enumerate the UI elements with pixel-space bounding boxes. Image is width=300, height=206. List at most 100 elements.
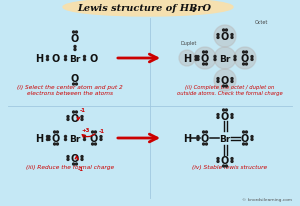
Circle shape	[202, 143, 205, 145]
Text: O: O	[71, 34, 79, 44]
Circle shape	[243, 143, 244, 145]
Text: Br: Br	[219, 54, 231, 63]
Circle shape	[206, 52, 207, 54]
Circle shape	[234, 48, 256, 70]
Circle shape	[245, 143, 247, 145]
Text: O: O	[221, 32, 229, 42]
Circle shape	[81, 156, 83, 158]
Circle shape	[75, 163, 77, 165]
Circle shape	[197, 139, 199, 141]
Circle shape	[231, 78, 233, 80]
Circle shape	[206, 131, 207, 133]
Circle shape	[195, 59, 197, 61]
Circle shape	[74, 46, 76, 48]
Text: Octet: Octet	[254, 20, 268, 25]
Text: Br: Br	[69, 54, 81, 63]
Circle shape	[46, 59, 49, 61]
Text: Lewis structure of HBrO: Lewis structure of HBrO	[77, 4, 211, 12]
Circle shape	[202, 52, 205, 54]
Circle shape	[73, 84, 75, 85]
Circle shape	[64, 136, 67, 138]
Text: O: O	[52, 133, 60, 143]
Circle shape	[197, 59, 199, 61]
Text: O: O	[71, 153, 79, 163]
Text: (iii) Reduce the formal charge: (iii) Reduce the formal charge	[26, 164, 114, 169]
Text: O: O	[241, 54, 249, 64]
Circle shape	[231, 117, 233, 119]
Circle shape	[231, 114, 233, 116]
Text: O: O	[201, 133, 209, 143]
Circle shape	[56, 143, 58, 145]
Circle shape	[74, 49, 76, 51]
Circle shape	[100, 139, 102, 141]
Text: (ii) Complete the octet / duplet on
outside atoms. Check the formal charge: (ii) Complete the octet / duplet on outs…	[177, 85, 283, 95]
Circle shape	[83, 139, 85, 141]
Circle shape	[75, 111, 77, 114]
Circle shape	[73, 163, 75, 165]
Circle shape	[217, 158, 219, 160]
Circle shape	[217, 78, 219, 80]
Text: (iv) Stable lewis structure: (iv) Stable lewis structure	[192, 164, 268, 169]
Circle shape	[179, 51, 195, 67]
Circle shape	[245, 52, 247, 54]
Circle shape	[214, 70, 236, 91]
Circle shape	[231, 37, 233, 39]
Circle shape	[217, 37, 219, 39]
Text: -1: -1	[78, 166, 84, 171]
Text: O: O	[71, 114, 79, 123]
Circle shape	[214, 26, 236, 48]
Text: O: O	[201, 54, 209, 64]
Text: O: O	[90, 133, 98, 143]
Circle shape	[251, 59, 253, 61]
Circle shape	[67, 119, 69, 121]
Circle shape	[94, 131, 96, 133]
Text: Br: Br	[219, 134, 231, 143]
Circle shape	[48, 139, 50, 141]
Circle shape	[214, 56, 216, 58]
Text: O: O	[90, 54, 98, 64]
Circle shape	[217, 117, 219, 119]
Circle shape	[231, 161, 233, 163]
Circle shape	[206, 143, 207, 145]
Circle shape	[67, 116, 69, 118]
Circle shape	[243, 131, 244, 133]
Circle shape	[217, 161, 219, 163]
Circle shape	[231, 158, 233, 160]
Text: O: O	[52, 54, 60, 64]
Circle shape	[231, 81, 233, 83]
Circle shape	[92, 131, 94, 133]
Circle shape	[73, 111, 75, 114]
Circle shape	[194, 48, 216, 70]
Text: -1: -1	[80, 108, 86, 112]
Circle shape	[195, 56, 197, 58]
Circle shape	[234, 59, 236, 61]
Circle shape	[54, 143, 56, 145]
Circle shape	[223, 109, 225, 111]
Circle shape	[217, 34, 219, 36]
Ellipse shape	[63, 0, 233, 17]
Circle shape	[206, 64, 207, 66]
Circle shape	[243, 52, 244, 54]
Circle shape	[225, 85, 227, 88]
Circle shape	[67, 159, 69, 161]
Circle shape	[94, 143, 96, 145]
Circle shape	[245, 64, 247, 66]
Circle shape	[245, 131, 247, 133]
Circle shape	[81, 159, 83, 161]
Circle shape	[64, 56, 67, 58]
Circle shape	[54, 131, 56, 133]
Circle shape	[100, 136, 102, 138]
Circle shape	[225, 165, 227, 167]
Circle shape	[217, 114, 219, 116]
Circle shape	[251, 136, 253, 138]
Text: Duplet: Duplet	[181, 40, 197, 45]
Circle shape	[202, 64, 205, 66]
Circle shape	[231, 34, 233, 36]
Circle shape	[223, 165, 225, 167]
Circle shape	[46, 136, 49, 138]
Circle shape	[67, 156, 69, 158]
Circle shape	[202, 131, 205, 133]
Text: +3: +3	[81, 127, 89, 132]
Circle shape	[64, 139, 67, 141]
Circle shape	[225, 30, 227, 32]
